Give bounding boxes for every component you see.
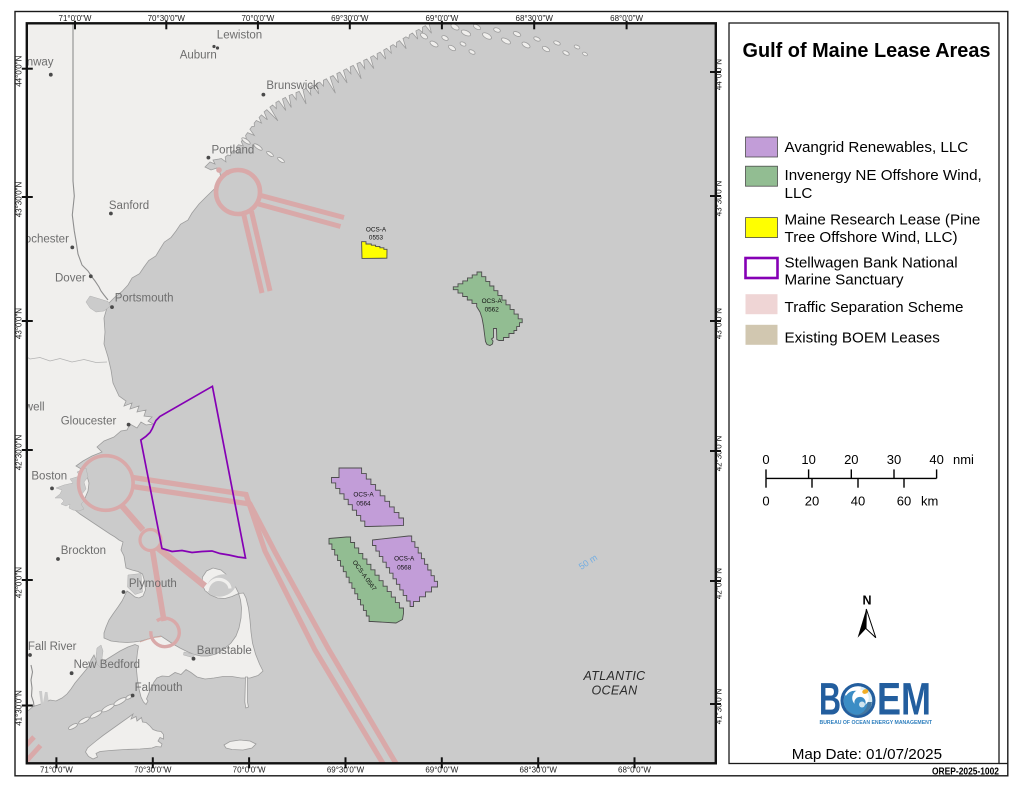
svg-text:Falmouth: Falmouth — [135, 682, 183, 694]
svg-text:43°30'0"N: 43°30'0"N — [14, 181, 23, 217]
svg-text:Marine Sanctuary: Marine Sanctuary — [785, 272, 904, 289]
svg-text:Gloucester: Gloucester — [61, 416, 117, 428]
svg-text:Traffic Separation Scheme: Traffic Separation Scheme — [785, 299, 964, 316]
svg-text:20: 20 — [805, 494, 819, 509]
svg-text:Lewiston: Lewiston — [217, 29, 262, 41]
svg-text:70°0'0"W: 70°0'0"W — [233, 766, 266, 775]
svg-text:Invenergy NE Offshore Wind,: Invenergy NE Offshore Wind, — [785, 167, 982, 184]
svg-text:70°30'0"W: 70°30'0"W — [134, 766, 172, 775]
svg-text:Maine Research Lease (Pine: Maine Research Lease (Pine — [785, 212, 981, 229]
svg-text:N: N — [862, 594, 871, 608]
svg-text:Brockton: Brockton — [61, 545, 106, 557]
svg-text:0: 0 — [762, 452, 769, 467]
svg-text:0: 0 — [762, 494, 769, 509]
svg-text:68°0'0"W: 68°0'0"W — [610, 14, 643, 23]
svg-text:Stellwagen Bank National: Stellwagen Bank National — [785, 255, 958, 272]
svg-text:Portland: Portland — [212, 145, 255, 157]
svg-text:OREP-2025-1002: OREP-2025-1002 — [932, 766, 999, 777]
svg-text:Gulf of Maine Lease Areas: Gulf of Maine Lease Areas — [743, 39, 991, 62]
svg-text:42°30'0"N: 42°30'0"N — [14, 434, 23, 470]
svg-text:30: 30 — [887, 452, 901, 467]
svg-text:0553: 0553 — [369, 235, 384, 242]
svg-text:44°0'0"N: 44°0'0"N — [14, 55, 23, 86]
svg-text:Auburn: Auburn — [180, 49, 217, 61]
svg-text:0564: 0564 — [356, 501, 371, 508]
svg-text:43°30'0"N: 43°30'0"N — [715, 180, 724, 216]
svg-text:Map Date: 01/07/2025: Map Date: 01/07/2025 — [792, 746, 942, 763]
svg-text:Tree Offshore Wind, LLC): Tree Offshore Wind, LLC) — [785, 229, 958, 246]
svg-text:Rochester: Rochester — [17, 234, 70, 246]
svg-text:70°30'0"W: 70°30'0"W — [148, 14, 186, 23]
svg-text:71°0'0"W: 71°0'0"W — [59, 14, 92, 23]
svg-text:70°0'0"W: 70°0'0"W — [241, 14, 274, 23]
svg-text:OCS-A: OCS-A — [482, 298, 503, 305]
svg-text:EM: EM — [877, 674, 931, 725]
svg-text:20: 20 — [844, 452, 858, 467]
svg-text:43°0'0"N: 43°0'0"N — [715, 308, 724, 339]
svg-text:40: 40 — [929, 452, 943, 467]
svg-text:New Bedford: New Bedford — [74, 659, 140, 671]
svg-text:Sanford: Sanford — [109, 200, 149, 212]
svg-text:B: B — [819, 674, 841, 725]
svg-text:68°30'0"W: 68°30'0"W — [520, 766, 558, 775]
svg-text:42°0'0"N: 42°0'0"N — [14, 567, 23, 598]
svg-text:OCS-A: OCS-A — [366, 227, 387, 234]
svg-text:71°0'0"W: 71°0'0"W — [40, 766, 73, 775]
svg-text:Dover: Dover — [55, 273, 86, 285]
svg-text:42°0'0"N: 42°0'0"N — [715, 568, 724, 599]
svg-text:69°30'0"W: 69°30'0"W — [331, 14, 369, 23]
svg-text:42°30'0"N: 42°30'0"N — [715, 435, 724, 471]
svg-text:10: 10 — [801, 452, 815, 467]
svg-text:OCEAN: OCEAN — [592, 684, 639, 698]
svg-text:Existing BOEM Leases: Existing BOEM Leases — [785, 330, 941, 347]
svg-text:Fall River: Fall River — [28, 641, 77, 653]
svg-text:41°30'0"N: 41°30'0"N — [715, 688, 724, 724]
svg-text:LLC: LLC — [785, 185, 813, 202]
svg-text:0568: 0568 — [397, 565, 412, 572]
svg-text:40: 40 — [851, 494, 865, 509]
svg-text:0562: 0562 — [485, 307, 500, 314]
svg-text:km: km — [921, 494, 938, 509]
svg-text:Portsmouth: Portsmouth — [115, 293, 174, 305]
svg-text:Lowell: Lowell — [12, 402, 45, 414]
svg-text:nmi: nmi — [953, 452, 974, 467]
svg-text:Boston: Boston — [31, 471, 67, 483]
svg-text:69°30'0"W: 69°30'0"W — [327, 766, 365, 775]
svg-text:43°0'0"N: 43°0'0"N — [14, 308, 23, 339]
svg-text:OCS-A: OCS-A — [353, 492, 374, 499]
svg-text:44°0'0"N: 44°0'0"N — [715, 59, 724, 90]
svg-text:Plymouth: Plymouth — [129, 578, 177, 590]
svg-text:60: 60 — [897, 494, 911, 509]
svg-text:ATLANTIC: ATLANTIC — [583, 669, 647, 683]
svg-text:68°0'0"W: 68°0'0"W — [618, 766, 651, 775]
svg-text:68°30'0"W: 68°30'0"W — [516, 14, 554, 23]
svg-text:69°0'0"W: 69°0'0"W — [425, 766, 458, 775]
svg-text:BUREAU OF OCEAN ENERGY MANAGEM: BUREAU OF OCEAN ENERGY MANAGEMENT — [820, 720, 933, 726]
svg-text:OCS-A: OCS-A — [394, 556, 415, 563]
svg-text:41°30'0"N: 41°30'0"N — [14, 690, 23, 726]
svg-text:Barnstable: Barnstable — [197, 645, 252, 657]
svg-text:69°0'0"W: 69°0'0"W — [425, 14, 458, 23]
svg-text:Avangrid Renewables, LLC: Avangrid Renewables, LLC — [785, 139, 969, 156]
svg-text:Brunswick: Brunswick — [266, 80, 319, 92]
svg-text:Conway: Conway — [12, 57, 54, 69]
